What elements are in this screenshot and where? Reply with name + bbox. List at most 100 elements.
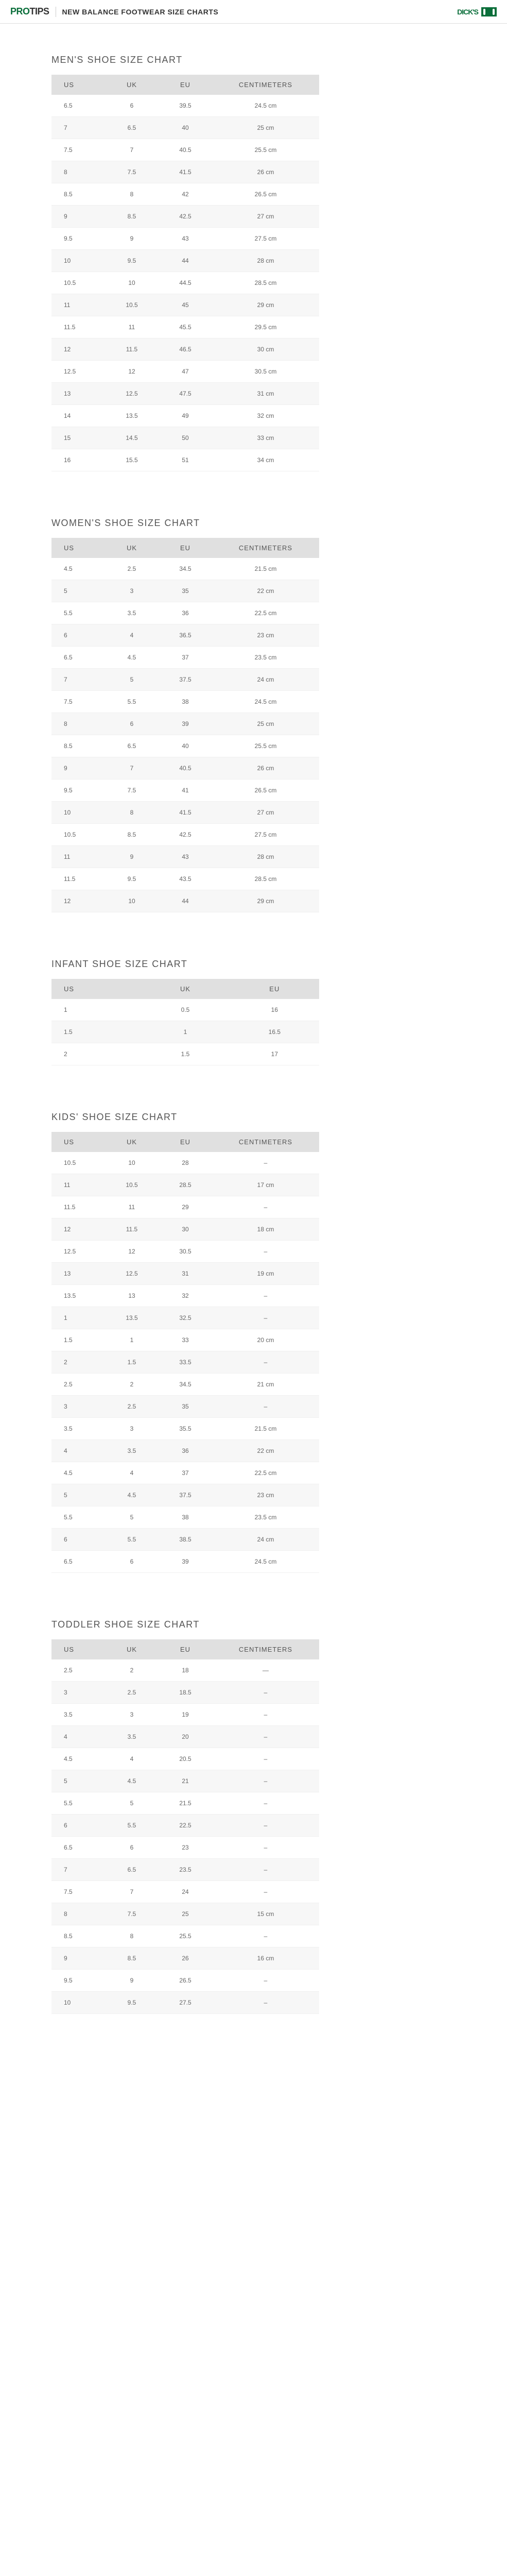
table-cell: 6.5 <box>105 1859 159 1881</box>
table-cell: 5.5 <box>51 1506 105 1529</box>
table-cell: 0.5 <box>141 999 230 1021</box>
table-cell: 5 <box>105 669 159 691</box>
table-cell: 36 <box>159 602 212 624</box>
table-cell: 6.5 <box>105 735 159 757</box>
table-cell: 10 <box>105 890 159 912</box>
table-cell: 38 <box>159 691 212 713</box>
size-chart-section: INFANT SHOE SIZE CHARTUSUKEU10.5161.5116… <box>51 959 319 1065</box>
table-cell: 31 cm <box>212 383 319 405</box>
table-cell: 50 <box>159 427 212 449</box>
table-row: 1312.53119 cm <box>51 1263 319 1285</box>
table-cell: 13.5 <box>105 1307 159 1329</box>
table-cell: 43 <box>159 846 212 868</box>
table-row: 1110.54529 cm <box>51 294 319 316</box>
section-title: TODDLER SHOE SIZE CHART <box>51 1619 319 1630</box>
table-cell: 2 <box>51 1043 141 1065</box>
table-cell: 42.5 <box>159 206 212 228</box>
table-cell: 10 <box>105 1152 159 1174</box>
table-cell: 22.5 cm <box>212 1462 319 1484</box>
table-cell: – <box>212 1992 319 2014</box>
table-cell: 11.5 <box>51 868 105 890</box>
table-cell: 28.5 cm <box>212 272 319 294</box>
column-header: EU <box>159 75 212 95</box>
table-cell: 4.5 <box>51 1462 105 1484</box>
table-cell: 2.5 <box>105 1396 159 1418</box>
table-cell: 19 <box>159 1704 212 1726</box>
table-cell: 24 cm <box>212 1529 319 1551</box>
table-cell: 4 <box>51 1440 105 1462</box>
table-cell: 26.5 <box>159 1970 212 1992</box>
table-cell: 13.5 <box>51 1285 105 1307</box>
table-cell: 30 cm <box>212 338 319 361</box>
table-cell: 33 cm <box>212 427 319 449</box>
size-chart-table: USUKEUCENTIMETERS10.51028–1110.528.517 c… <box>51 1132 319 1573</box>
column-header: EU <box>159 538 212 558</box>
table-cell: 8 <box>51 1903 105 1925</box>
table-cell: 40.5 <box>159 139 212 161</box>
size-chart-section: WOMEN'S SHOE SIZE CHARTUSUKEUCENTIMETERS… <box>51 518 319 912</box>
column-header: US <box>51 538 105 558</box>
size-chart-section: TODDLER SHOE SIZE CHARTUSUKEUCENTIMETERS… <box>51 1619 319 2014</box>
column-header: US <box>51 1639 105 1659</box>
table-cell: 10 <box>51 802 105 824</box>
column-header: EU <box>159 1132 212 1152</box>
table-cell: 26.5 cm <box>212 779 319 802</box>
table-row: 113.532.5– <box>51 1307 319 1329</box>
table-row: 1211.53018 cm <box>51 1218 319 1241</box>
table-row: 4.543722.5 cm <box>51 1462 319 1484</box>
table-cell: 6.5 <box>51 647 105 669</box>
column-header: EU <box>230 979 319 999</box>
table-cell: 3.5 <box>105 602 159 624</box>
table-cell: 32 cm <box>212 405 319 427</box>
table-cell: 37 <box>159 647 212 669</box>
table-cell: 2 <box>51 1351 105 1374</box>
table-cell: 40.5 <box>159 757 212 779</box>
table-cell: 6.5 <box>51 1551 105 1573</box>
table-cell: 5 <box>51 1770 105 1792</box>
table-cell: – <box>212 1152 319 1174</box>
table-row: 3.5335.521.5 cm <box>51 1418 319 1440</box>
table-cell: – <box>212 1196 319 1218</box>
table-cell: 8.5 <box>51 1925 105 1947</box>
table-cell: 3.5 <box>51 1418 105 1440</box>
table-row: 87.52515 cm <box>51 1903 319 1925</box>
table-cell: – <box>212 1770 319 1792</box>
table-cell: – <box>212 1881 319 1903</box>
size-chart-table: USUKEUCENTIMETERS6.5639.524.5 cm76.54025… <box>51 75 319 471</box>
table-cell: – <box>212 1396 319 1418</box>
brand-protips: PROTIPS <box>10 6 49 17</box>
table-row: 863925 cm <box>51 713 319 735</box>
table-cell: 21.5 cm <box>212 1418 319 1440</box>
table-row: 1.5116.5 <box>51 1021 319 1043</box>
table-cell: – <box>212 1704 319 1726</box>
table-cell: – <box>212 1815 319 1837</box>
table-cell: 10.5 <box>51 1152 105 1174</box>
table-cell: 35.5 <box>159 1418 212 1440</box>
table-row: 1615.55134 cm <box>51 449 319 471</box>
table-cell: 25 cm <box>212 117 319 139</box>
table-cell: 37 <box>159 1462 212 1484</box>
table-row: 11.51145.529.5 cm <box>51 316 319 338</box>
table-cell: 13 <box>51 1263 105 1285</box>
table-row: 1211.546.530 cm <box>51 338 319 361</box>
table-cell: 45.5 <box>159 316 212 338</box>
table-cell: 8.5 <box>51 735 105 757</box>
table-row: 5.553823.5 cm <box>51 1506 319 1529</box>
table-cell: 38 <box>159 1506 212 1529</box>
table-row: 10.58.542.527.5 cm <box>51 824 319 846</box>
table-cell: 11.5 <box>105 1218 159 1241</box>
table-row: 11.51129– <box>51 1196 319 1218</box>
table-cell: 5.5 <box>105 691 159 713</box>
table-row: 54.521– <box>51 1770 319 1792</box>
table-cell: 12 <box>105 361 159 383</box>
table-cell: 26 cm <box>212 161 319 183</box>
table-cell: 13 <box>51 383 105 405</box>
table-cell: 9.5 <box>51 228 105 250</box>
table-cell: 24 <box>159 1881 212 1903</box>
table-cell: 28.5 <box>159 1174 212 1196</box>
table-row: 5.5521.5– <box>51 1792 319 1815</box>
table-row: 6.5639.524.5 cm <box>51 95 319 117</box>
table-row: 7.5740.525.5 cm <box>51 139 319 161</box>
table-row: 9.594327.5 cm <box>51 228 319 250</box>
size-chart-table: USUKEU10.5161.5116.521.517 <box>51 979 319 1065</box>
